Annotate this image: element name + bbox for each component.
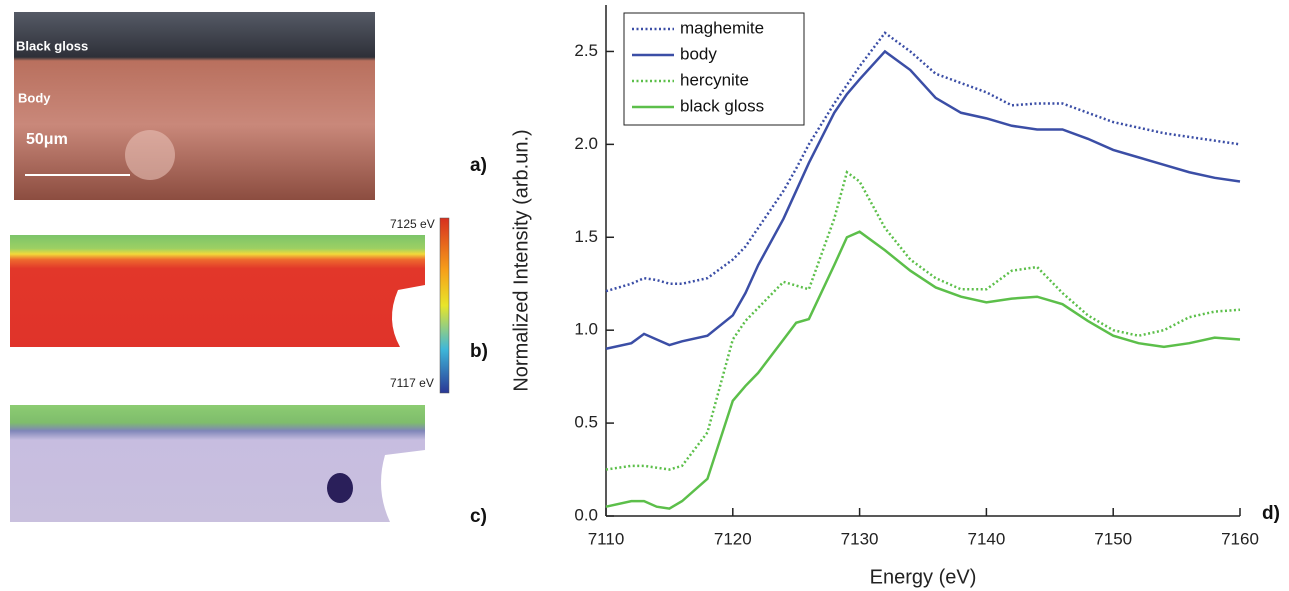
energy-map [10, 235, 425, 347]
y-tick-label: 1.5 [574, 227, 598, 246]
y-tick-label: 0.0 [574, 505, 598, 524]
panel-label: a) [470, 155, 487, 176]
colorbar [439, 217, 450, 394]
x-tick-label: 7140 [967, 529, 1005, 548]
panel-label: b) [470, 341, 488, 362]
legend-label: hercynite [680, 70, 749, 89]
x-tick-label: 7110 [588, 529, 625, 548]
y-tick-label: 1.0 [574, 320, 598, 339]
composite-map [10, 405, 425, 522]
texture [125, 130, 175, 180]
y-tick-label: 2.0 [574, 134, 598, 153]
inclusion [327, 473, 353, 503]
layer-label: Black gloss [16, 38, 88, 53]
colorbar-label: 7117 eV [390, 376, 434, 390]
y-tick-label: 0.5 [574, 413, 598, 432]
x-tick-label: 7150 [1094, 529, 1132, 548]
series-line [605, 230, 1241, 510]
void [381, 450, 425, 522]
series-line [605, 49, 1241, 350]
panel-label: c) [470, 506, 487, 527]
plot: 0.0 0.5 1.0 1.5 2.0 2.5 7110 7120 7130 7140 7150 71… [510, 5, 1259, 588]
x-tick-label: 7130 [841, 529, 879, 548]
micrograph [14, 12, 375, 200]
legend-label: black gloss [680, 96, 764, 115]
colorbar-label: 7125 eV [390, 217, 435, 231]
legend-label: body [680, 44, 717, 63]
y-tick-label: 2.5 [574, 41, 598, 60]
legend-label: maghemite [680, 18, 764, 37]
x-tick-label: 7160 [1221, 529, 1259, 548]
series-line [605, 170, 1241, 471]
layer-label: Body [18, 90, 51, 105]
scale-label: 50μm [26, 131, 68, 148]
panel-label: d) [1262, 503, 1280, 524]
x-tick-label: 7120 [714, 529, 752, 548]
x-axis-label: Energy (eV) [870, 566, 977, 588]
void [391, 285, 425, 347]
series-line [605, 31, 1241, 293]
y-axis-label: Normalized Intensity (arb.un.) [510, 129, 532, 391]
